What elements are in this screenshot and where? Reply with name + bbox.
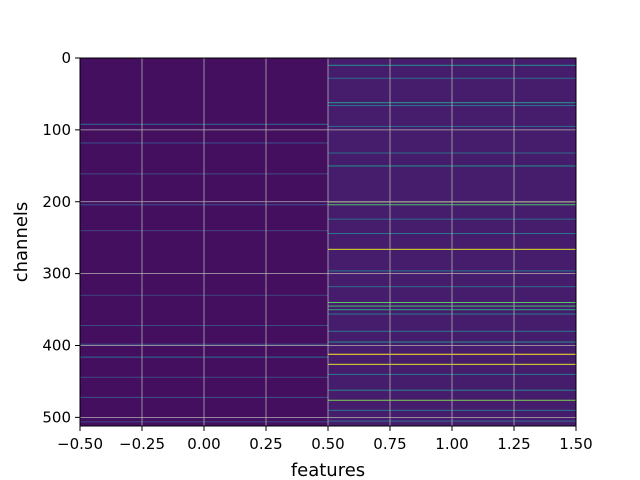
x-tick-label: 0.25 — [249, 435, 282, 453]
x-tick-label: −0.25 — [119, 435, 165, 453]
x-tick-label: 0.50 — [311, 435, 344, 453]
y-axis-ticks: 0 100 200 300 400 500 — [42, 49, 80, 426]
y-tick-label: 200 — [42, 193, 71, 211]
x-tick-label: −0.50 — [57, 435, 103, 453]
y-axis-label: channels — [11, 202, 32, 283]
y-tick-label: 0 — [61, 49, 71, 67]
y-tick-label: 300 — [42, 265, 71, 283]
x-tick-label: 1.00 — [435, 435, 468, 453]
x-axis-ticks: −0.50 −0.25 0.00 0.25 0.50 0.75 1.00 1.25 1.50 — [57, 426, 593, 453]
x-tick-label: 0.00 — [187, 435, 220, 453]
y-tick-label: 500 — [42, 408, 71, 426]
x-tick-label: 1.50 — [559, 435, 592, 453]
y-tick-label: 400 — [42, 337, 71, 355]
x-tick-label: 0.75 — [373, 435, 406, 453]
x-tick-label: 1.25 — [497, 435, 530, 453]
y-tick-label: 100 — [42, 121, 71, 139]
x-axis-label: features — [291, 460, 365, 480]
